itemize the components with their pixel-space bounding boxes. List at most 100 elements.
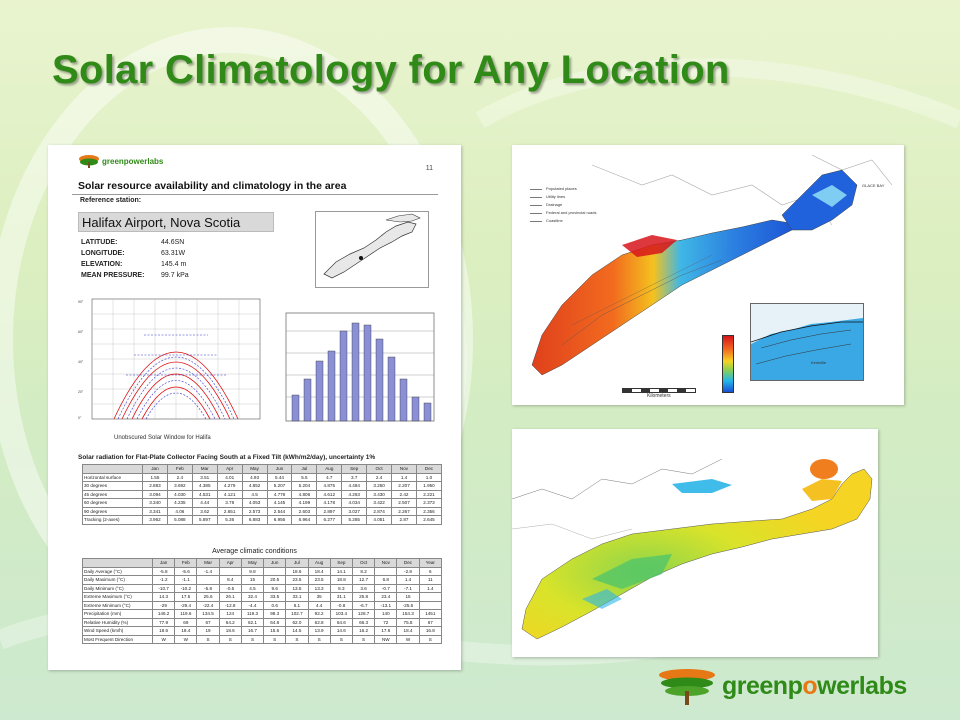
table-cell: 98.3 xyxy=(263,609,287,619)
table-row: Precipitation (mm) 146.2 119.6 134.5 124 119.… xyxy=(82,609,443,619)
page-number: 11 xyxy=(425,165,433,172)
table-cell: -6.7 xyxy=(351,600,376,610)
table-cell: 4.7 xyxy=(316,472,343,482)
table-cell: 1.4 xyxy=(396,575,420,585)
property-row: ELEVATION: 145.4 m xyxy=(81,261,201,272)
table-cell: W xyxy=(396,634,420,644)
report-page: greenpowerlabs 11 Solar resource availab… xyxy=(48,145,461,670)
table-cell: 4.145 xyxy=(266,498,293,508)
table-cell: 1.4 xyxy=(418,583,443,593)
table-cell: 15.6 xyxy=(263,626,287,636)
table-cell: 18.8 xyxy=(329,575,353,585)
report-heading: Solar resource availability and climatol… xyxy=(78,180,347,192)
table-cell: 3.340 xyxy=(142,498,168,508)
table-cell xyxy=(374,566,398,576)
column-header: Feb xyxy=(166,464,193,474)
property-value: 63.31W xyxy=(161,250,186,257)
table-cell: 2.897 xyxy=(316,506,343,516)
column-header: May xyxy=(241,464,268,474)
property-row: LATITUDE: 44.6SN xyxy=(81,239,201,250)
table-cell: NW xyxy=(374,634,398,644)
row-label: 30 degrees xyxy=(82,481,143,491)
table-row: Extreme Maximum (°C) 14.3 17.5 25.6 26.1 32.4… xyxy=(82,592,443,602)
table-cell: 1.4 xyxy=(391,472,417,482)
column-header xyxy=(82,464,143,474)
table-cell: 4.199 xyxy=(291,498,318,508)
table-cell: 4.4 xyxy=(307,600,331,610)
table-cell: 18.6 xyxy=(218,626,242,636)
table-cell: 92.2 xyxy=(307,609,331,619)
table-cell: S xyxy=(329,634,353,644)
table-cell xyxy=(418,592,443,602)
brand-text-green: werlabs xyxy=(817,672,907,700)
solar-resource-map: Populated places Utility lines Drainage … xyxy=(512,145,904,405)
property-key: MEAN PRESSURE: xyxy=(81,272,145,279)
table-cell: 5.207 xyxy=(266,481,293,491)
svg-text:60°: 60° xyxy=(78,330,84,334)
property-value: 145.4 m xyxy=(161,261,187,268)
column-header: Dec xyxy=(415,464,443,474)
bar xyxy=(423,402,432,422)
svg-text:40°: 40° xyxy=(78,360,84,364)
table-cell: -1.4 xyxy=(196,566,220,576)
table-cell: 64.6 xyxy=(329,617,353,627)
table-cell: 35 xyxy=(307,592,331,602)
table-cell xyxy=(418,600,443,610)
monthly-radiation-bar-chart xyxy=(285,312,435,422)
table-cell: -5.8 xyxy=(196,583,220,593)
report-logo-text: greenpowerlabs xyxy=(102,157,164,166)
table-cell: 18.4 xyxy=(396,626,420,636)
table-row: Daily Maximum (°C) -1.2 -1.1 8.4 15 20.5 23.5 2… xyxy=(82,575,443,585)
table-cell: 2.874 xyxy=(366,506,393,516)
map-legend: Populated places Utility lines Drainage … xyxy=(530,185,596,225)
table-cell: 3.341 xyxy=(142,506,168,516)
solar-map-graphic xyxy=(531,154,893,376)
table-cell: 103.4 xyxy=(329,609,353,619)
table-cell: 3.62 xyxy=(191,506,218,516)
table-cell: 18.4 xyxy=(174,626,198,636)
table-cell xyxy=(196,575,220,585)
sun-path-caption: Unobscured Solar Window for Halifa xyxy=(114,435,211,441)
table-cell: 0.6 xyxy=(263,600,287,610)
table-cell: -10.7 xyxy=(151,583,176,593)
table-row: Wind Speed (km/h) 18.6 18.4 19 18.6 16.7 15.6 1… xyxy=(82,626,443,636)
bar xyxy=(375,338,384,422)
column-header: Aug xyxy=(307,558,331,568)
svg-text:0°: 0° xyxy=(78,416,82,420)
column-header: May xyxy=(240,558,265,568)
table-cell: 2.207 xyxy=(391,481,417,491)
table-row: 90 degrees 3.341 4.06 3.62 2.651 2.573 2.544 2.… xyxy=(82,506,443,516)
property-row: MEAN PRESSURE: 99.7 kPa xyxy=(81,272,201,283)
table-cell: 13.9 xyxy=(307,626,331,636)
table-cell: 18.6 xyxy=(151,626,176,636)
table-cell: -22.4 xyxy=(196,600,220,610)
table-cell: 66.3 xyxy=(351,617,376,627)
table-cell: 6.277 xyxy=(316,515,343,525)
table-cell: 4.484 xyxy=(341,481,368,491)
table-cell: 1451 xyxy=(418,609,443,619)
table-cell: 2.645 xyxy=(415,515,443,525)
table-cell: 119.6 xyxy=(174,609,198,619)
table-cell: 3.250 xyxy=(366,481,393,491)
station-properties: LATITUDE: 44.6SN LONGITUDE: 63.31W ELEVATI… xyxy=(81,239,201,283)
bar xyxy=(387,356,396,422)
table-cell: S xyxy=(285,634,309,644)
table-cell: 4.806 xyxy=(291,489,318,499)
table-cell: 16.7 xyxy=(240,626,265,636)
reference-station-label: Reference station: xyxy=(80,197,142,204)
table-cell: 146.2 xyxy=(151,609,176,619)
table-cell: 3.7 xyxy=(341,472,368,482)
column-header: Nov xyxy=(374,558,398,568)
station-marker xyxy=(359,256,363,260)
table-cell: -29.4 xyxy=(174,600,198,610)
table-cell: 2.42 xyxy=(391,489,417,499)
table-cell: -5.8 xyxy=(151,566,176,576)
table-row: Horizontal surface 1.55 2.4 3.51 4.01 4.93 5.4… xyxy=(82,472,443,482)
column-header: Jul xyxy=(291,464,318,474)
row-label: Horizontal surface xyxy=(82,472,143,482)
table-cell: 62.1 xyxy=(240,617,265,627)
legend-label: Populated places xyxy=(546,186,577,191)
table-cell: 31.1 xyxy=(329,592,353,602)
table-cell: 17.6 xyxy=(374,626,398,636)
table-cell: 33.1 xyxy=(285,592,309,602)
